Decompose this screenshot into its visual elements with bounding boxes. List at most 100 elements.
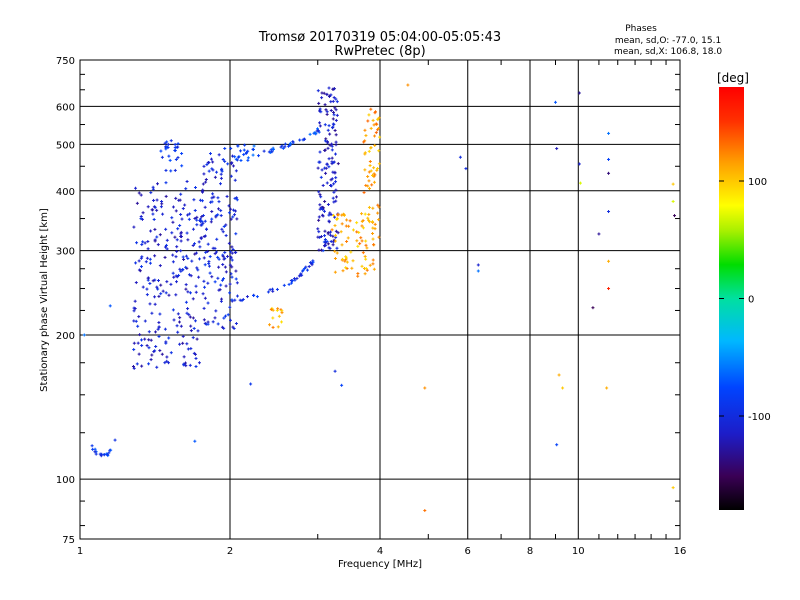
- data-point: [332, 234, 334, 238]
- data-point: [252, 147, 254, 151]
- data-point: [672, 182, 674, 186]
- data-point: [332, 99, 334, 103]
- data-point: [94, 447, 96, 451]
- data-point: [288, 282, 290, 286]
- data-point: [172, 260, 174, 264]
- data-point: [144, 241, 146, 245]
- data-point: [224, 250, 226, 254]
- data-point: [175, 293, 177, 297]
- data-point: [154, 278, 156, 282]
- data-point: [165, 168, 167, 172]
- data-point: [379, 135, 381, 139]
- data-point: [327, 242, 329, 246]
- data-point: [83, 333, 85, 337]
- data-point: [109, 304, 111, 308]
- data-point: [246, 295, 248, 299]
- data-point: [318, 101, 320, 105]
- data-point: [199, 245, 201, 249]
- data-point: [234, 209, 236, 213]
- data-point: [166, 280, 168, 284]
- data-point: [159, 264, 161, 268]
- data-point: [152, 212, 154, 216]
- phases-mean-x: mean, sd,X: 106.8, 18.0: [614, 47, 722, 57]
- data-point: [270, 150, 272, 154]
- data-point: [172, 308, 174, 312]
- data-point: [182, 207, 184, 211]
- data-point: [185, 300, 187, 304]
- data-point: [324, 229, 326, 233]
- data-point: [232, 215, 234, 219]
- data-point: [196, 223, 198, 227]
- data-point: [216, 170, 218, 174]
- data-point: [148, 346, 150, 350]
- data-point: [271, 306, 273, 310]
- data-point: [335, 118, 337, 122]
- y-tick-label: 400: [56, 187, 75, 198]
- data-point: [368, 212, 370, 216]
- data-point: [424, 386, 426, 390]
- data-point: [234, 213, 236, 217]
- data-point: [221, 297, 223, 301]
- data-point: [156, 365, 158, 369]
- x-tick-label: 16: [674, 546, 687, 557]
- data-point: [674, 214, 676, 218]
- data-point: [189, 212, 191, 216]
- y-tick-label: 500: [56, 140, 75, 151]
- data-point: [365, 134, 367, 138]
- data-point: [236, 281, 238, 285]
- data-point: [207, 242, 209, 246]
- data-point: [302, 269, 304, 273]
- data-point: [172, 220, 174, 224]
- data-point: [174, 235, 176, 239]
- data-point: [224, 265, 226, 269]
- data-point: [324, 148, 326, 152]
- data-point: [270, 148, 272, 152]
- data-point: [147, 247, 149, 251]
- data-point: [136, 241, 138, 245]
- data-point: [148, 362, 150, 366]
- data-point: [333, 160, 335, 164]
- data-point: [190, 329, 192, 333]
- data-point: [236, 196, 238, 200]
- data-point: [334, 224, 336, 228]
- data-point: [202, 188, 204, 192]
- colorbar-ticks: 100 0 -100: [719, 177, 771, 423]
- data-point: [185, 283, 187, 287]
- data-point: [152, 279, 154, 283]
- data-point: [368, 149, 370, 153]
- data-point: [365, 267, 367, 271]
- data-point: [135, 186, 137, 190]
- data-point: [179, 320, 181, 324]
- data-point: [330, 230, 332, 234]
- data-point: [146, 256, 148, 260]
- data-point: [174, 168, 176, 172]
- data-point: [377, 211, 379, 215]
- data-point: [281, 320, 283, 324]
- data-point: [149, 281, 151, 285]
- data-point: [288, 144, 290, 148]
- x-axis-label: Frequency [MHz]: [338, 559, 422, 570]
- data-point: [140, 256, 142, 260]
- data-point: [199, 257, 201, 261]
- data-point: [175, 209, 177, 213]
- data-point: [333, 213, 335, 217]
- data-point: [220, 182, 222, 186]
- data-point: [155, 345, 157, 349]
- data-point: [214, 175, 216, 179]
- data-point: [221, 227, 223, 231]
- data-point: [207, 161, 209, 165]
- data-point: [203, 256, 205, 260]
- data-point: [327, 146, 329, 150]
- data-point: [217, 213, 219, 217]
- data-point: [141, 344, 143, 348]
- data-point: [377, 128, 379, 132]
- phases-title: Phases: [625, 24, 657, 34]
- data-point: [209, 271, 211, 275]
- data-point: [161, 352, 163, 356]
- data-point: [230, 318, 232, 322]
- data-point: [236, 217, 238, 221]
- data-point: [371, 220, 373, 224]
- data-point: [181, 164, 183, 168]
- data-point: [321, 91, 323, 95]
